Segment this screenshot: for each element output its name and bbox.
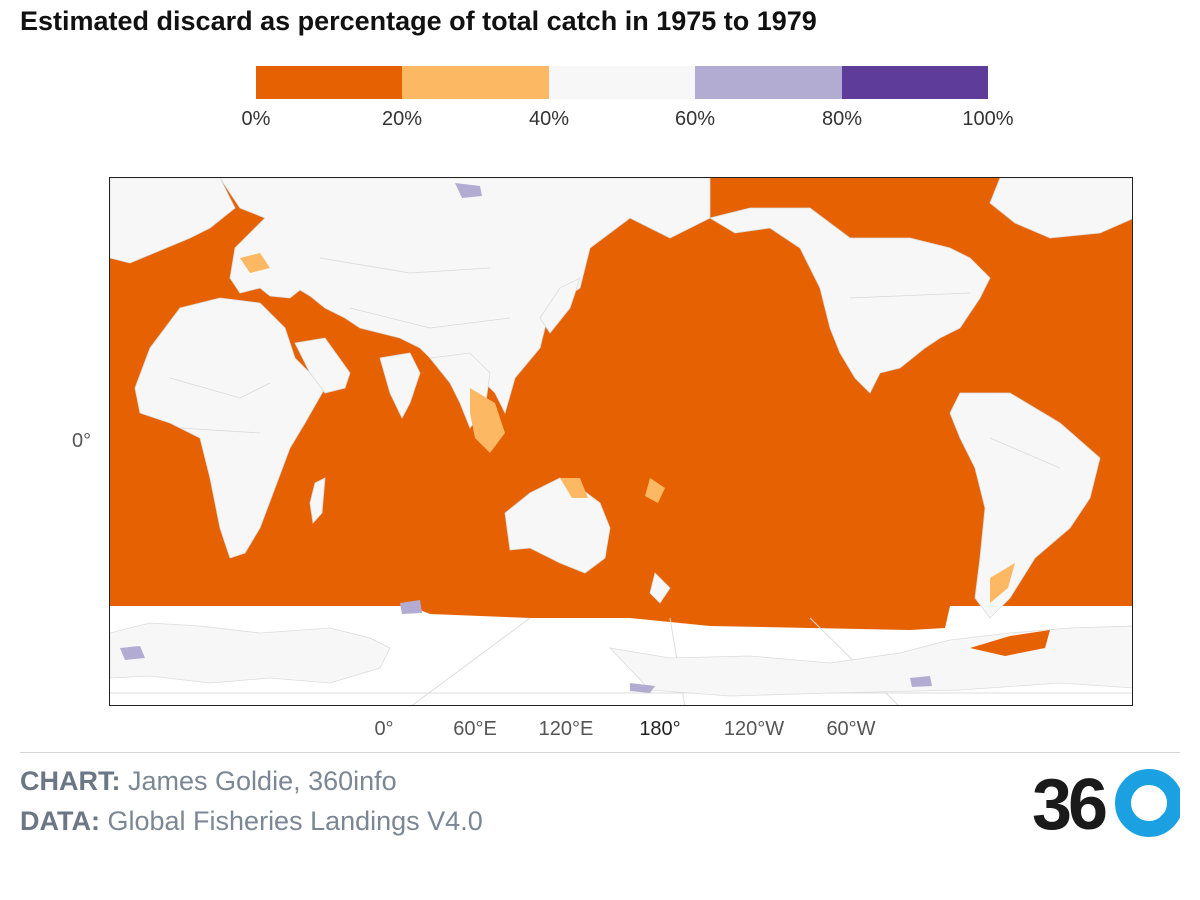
land-north-america [708, 207, 991, 394]
land-arabia [294, 337, 351, 394]
land-madagascar [309, 477, 326, 524]
world-map [109, 177, 1133, 706]
legend-tick: 80% [821, 108, 863, 130]
land-australia [504, 477, 611, 574]
legend-swatch-40-60 [548, 66, 696, 99]
logo-zero-ring [1115, 769, 1183, 837]
legend-swatch-0-20 [256, 66, 403, 99]
legend-tick: 0% [241, 108, 271, 130]
legend-swatch-60-80 [695, 66, 842, 99]
map-svg [110, 178, 1132, 705]
country-borders [169, 257, 1061, 469]
legend-swatch-20-40 [402, 66, 549, 99]
longitude-labels: 0° 60°E 120°E 180° 120°W 60°W [0, 718, 1200, 744]
footer-divider [20, 752, 1180, 753]
ocean-shelf-antarctic-pen [970, 630, 1050, 656]
legend-tick-labels: 0% 20% 40% 60% 80% 100% [0, 108, 1200, 138]
legend-tick: 20% [381, 108, 423, 130]
legend-tick: 40% [528, 108, 570, 130]
land-japan [539, 277, 581, 334]
longitude-tick: 120°E [538, 718, 594, 740]
land-arctic-west [110, 178, 236, 264]
latitude-label: 0° [72, 430, 92, 452]
longitude-tick: 60°E [453, 718, 497, 740]
longitude-tick: 180° [639, 718, 681, 740]
logo-digits-36: 36 [1032, 765, 1106, 840]
land-new-zealand [649, 572, 671, 604]
land-south-america [949, 392, 1101, 619]
legend-swatch-80-100 [841, 66, 989, 99]
southern-ocean [410, 606, 950, 630]
shelf-areas-20-40 [240, 253, 1015, 603]
logo-arrow [1160, 809, 1172, 825]
data-credit-label: DATA: [20, 806, 100, 836]
land-eurasia [219, 178, 711, 415]
color-legend [256, 66, 989, 99]
data-credit: DATA: Global Fisheries Landings V4.0 [20, 806, 483, 837]
legend-tick: 60% [674, 108, 716, 130]
land-greenland [989, 178, 1132, 239]
land-india [379, 352, 421, 419]
longitude-tick: 120°W [723, 718, 785, 740]
chart-credit: CHART: James Goldie, 360info [20, 766, 397, 797]
land-antarctica-west [110, 622, 391, 684]
logo-svg: 36 360 [1032, 765, 1183, 845]
high-discard-spots [120, 183, 932, 693]
longitude-tick: 0° [374, 718, 394, 740]
logo-360info: 36 360 [1030, 765, 1183, 845]
longitude-tick: 60°W [826, 718, 876, 740]
legend-tick: 100% [962, 108, 1014, 130]
chart-credit-value: James Goldie, 360info [128, 766, 397, 796]
chart-title: Estimated discard as percentage of total… [20, 6, 817, 36]
data-credit-value: Global Fisheries Landings V4.0 [107, 806, 483, 836]
chart-credit-label: CHART: [20, 766, 121, 796]
